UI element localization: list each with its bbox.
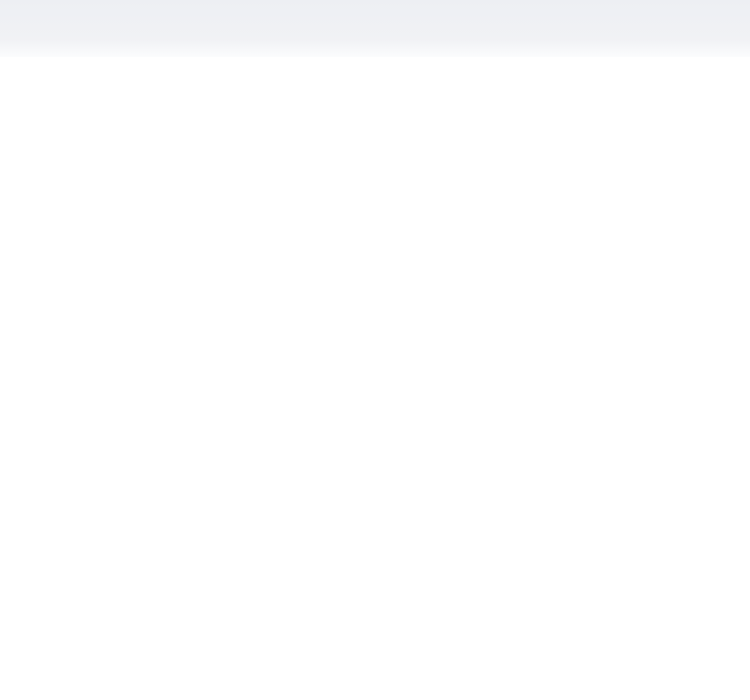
- schematic-strip: [0, 0, 750, 57]
